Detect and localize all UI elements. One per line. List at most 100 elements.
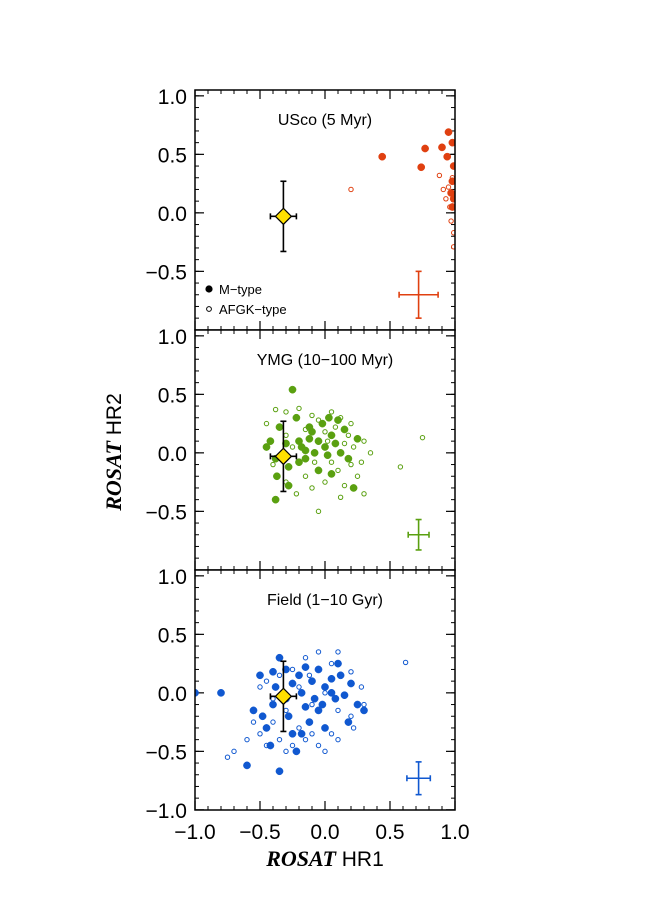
x-tick-labels: −1.0 −0.5 0.0 0.5 1.0 — [174, 821, 469, 844]
m-type-point — [334, 416, 342, 424]
m-type-point — [327, 470, 336, 478]
afgk-type-point — [448, 218, 454, 224]
y-tick-label: −1.0 — [146, 800, 187, 823]
x-tick-label: 1.0 — [440, 821, 469, 844]
afgk-type-point — [451, 244, 455, 250]
legend-m-type-marker — [205, 285, 213, 293]
panel-background — [195, 90, 455, 330]
afgk-type-point — [335, 467, 341, 474]
panel-frame — [194, 569, 456, 811]
m-type-point — [258, 712, 267, 721]
afgk-type-point — [276, 736, 283, 743]
m-type-point — [334, 659, 342, 668]
afgk-type-point — [358, 684, 365, 690]
afgk-type-point — [367, 450, 374, 456]
afgk-type-point — [328, 731, 335, 737]
afgk-type-point — [445, 184, 452, 190]
afgk-type-point — [328, 459, 335, 465]
m-type-point — [438, 143, 446, 152]
y-axis-title-rest: HR2 — [103, 393, 126, 441]
legend-afgk-type-marker — [206, 306, 212, 312]
m-type-point — [448, 203, 455, 211]
y-tick-label: −0.5 — [146, 261, 187, 284]
m-type-point — [344, 454, 353, 463]
m-type-point — [443, 152, 452, 161]
afgk-type-point — [289, 666, 296, 673]
m-type-point — [347, 679, 355, 688]
x-axis-title-bold: ROSAT — [265, 846, 337, 871]
m-type-point — [301, 663, 310, 671]
m-type-point — [308, 677, 316, 686]
y-axis-title-bold: ROSAT — [101, 440, 126, 512]
m-type-point — [340, 691, 349, 700]
m-type-point — [449, 194, 455, 203]
afgk-type-point — [451, 230, 455, 236]
m-type-point — [195, 689, 199, 697]
m-type-point — [284, 712, 293, 721]
afgk-type-point — [289, 742, 296, 749]
m-type-point — [449, 162, 455, 170]
afgk-type-point — [328, 409, 335, 415]
m-type-point — [301, 703, 310, 711]
m-type-point — [327, 431, 336, 440]
afgk-type-point — [322, 690, 328, 696]
afgk-type-point — [283, 432, 289, 438]
afgk-type-point — [309, 485, 315, 491]
afgk-type-point — [358, 459, 365, 465]
y-tick-label: 1.0 — [158, 86, 187, 109]
m-type-point — [301, 454, 310, 463]
afgk-type-point — [244, 736, 250, 743]
m-type-point — [256, 671, 264, 680]
afgk-type-point — [293, 491, 300, 497]
m-type-point — [378, 152, 387, 161]
afgk-type-point — [341, 440, 348, 447]
m-type-point — [327, 674, 336, 683]
m-type-point — [262, 724, 271, 732]
afgk-type-point — [311, 459, 318, 465]
afgk-type-point — [341, 482, 348, 489]
x-tick-label: −0.5 — [239, 821, 280, 844]
m-type-point — [269, 667, 277, 676]
afgk-type-point — [322, 479, 328, 485]
panel-title: USco (5 Myr) — [278, 112, 372, 129]
afgk-type-point — [443, 196, 449, 202]
m-type-point — [305, 423, 314, 431]
x-tick-label: 0.5 — [375, 821, 404, 844]
m-type-point — [249, 706, 258, 715]
y-tick-label: 1.0 — [158, 326, 187, 349]
m-type-point — [266, 437, 275, 445]
afgk-type-point — [306, 672, 313, 678]
m-type-point — [284, 463, 293, 471]
afgk-type-point — [361, 701, 367, 708]
m-type-point — [314, 437, 323, 445]
y-tick-label: 0.0 — [158, 683, 187, 706]
x-axis-title-rest: HR1 — [336, 848, 384, 871]
afgk-type-point — [332, 424, 339, 430]
m-type-point — [273, 472, 281, 481]
m-type-point — [292, 747, 301, 756]
m-type-point — [295, 671, 303, 680]
x-axis-title: ROSAT HR1 — [265, 846, 384, 871]
panels-group: 1.0 0.5 0.0 −0.5 USco (5 Myr) M−type AFGK−type… — [146, 86, 470, 844]
reference-diamond — [274, 207, 293, 226]
y-tick-label: −0.5 — [146, 501, 187, 524]
y-tick-label: 0.5 — [158, 384, 187, 407]
afgk-type-point — [257, 684, 263, 690]
afgk-type-point — [302, 736, 309, 743]
afgk-type-point — [270, 719, 276, 725]
m-type-point — [269, 700, 277, 709]
m-type-point — [349, 484, 358, 492]
m-type-point — [314, 706, 323, 715]
afgk-type-point — [348, 186, 354, 193]
afgk-type-point — [296, 684, 302, 690]
m-type-point — [417, 163, 426, 172]
afgk-type-point — [335, 649, 341, 655]
afgk-type-point — [263, 678, 270, 684]
panel-1: 1.0 0.5 0.0 −0.5 USco (5 Myr) M−type AFGK−type — [146, 86, 456, 331]
afgk-type-point — [440, 186, 446, 193]
afgk-type-point — [350, 725, 357, 731]
m-type-point — [310, 694, 319, 703]
m-type-point — [271, 495, 280, 504]
m-type-point — [262, 443, 271, 451]
